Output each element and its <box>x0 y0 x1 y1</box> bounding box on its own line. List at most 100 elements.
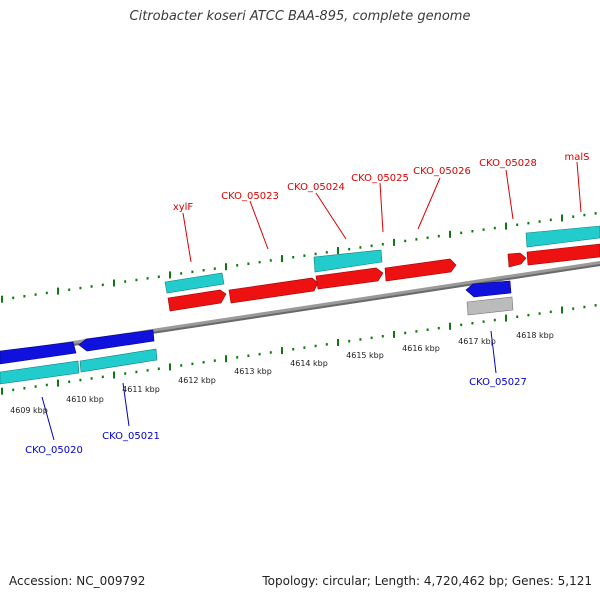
scale-tick <box>370 336 373 340</box>
gene-label-cko-05021[interactable]: CKO_05021 <box>102 431 160 442</box>
forward-gene-cko-05024[interactable] <box>315 267 384 290</box>
scale-tick <box>325 343 328 346</box>
genome-title: Citrobacter koseri ATCC BAA-895, complet… <box>129 9 471 24</box>
scale-tick <box>191 362 194 366</box>
scale-tick <box>482 228 485 231</box>
reverse-gene-cko-05027[interactable] <box>465 280 512 298</box>
gene-label-cko-05023[interactable]: CKO_05023 <box>221 191 279 202</box>
scale-tick <box>348 339 351 343</box>
scale-tick <box>303 346 306 349</box>
gene-label-cko-05028[interactable]: CKO_05028 <box>479 158 537 169</box>
gene-label-mals[interactable]: malS <box>565 152 590 163</box>
reverse-features <box>0 280 514 385</box>
forward-features <box>164 225 600 312</box>
scale-tick <box>101 283 104 287</box>
accession-label: Accession: NC_009792 <box>9 574 146 588</box>
scale-tick <box>404 239 407 243</box>
scale-tick <box>460 323 463 327</box>
reverse-labels: CKO_05020 CKO_05021 CKO_05027 <box>25 330 527 456</box>
scale-tick <box>180 272 183 275</box>
scale-tick <box>124 280 127 283</box>
scale-tick <box>146 369 149 372</box>
scale-tick <box>236 264 239 267</box>
scale-tick <box>437 326 440 330</box>
scale-tick <box>561 306 563 314</box>
reverse-pseudo-cko-05027[interactable] <box>466 296 514 316</box>
scale-tick <box>157 367 160 370</box>
position-label: 4609 kbp <box>10 406 48 415</box>
scale-tick <box>23 387 26 390</box>
scale-tick <box>549 310 552 314</box>
scale-tick <box>538 220 541 223</box>
scale-tick <box>561 214 563 222</box>
forward-gene-cko-05026[interactable] <box>384 258 457 282</box>
scale-tick <box>135 278 138 282</box>
lower-tick-track <box>1 304 597 395</box>
forward-cds-cko-05024[interactable] <box>313 249 383 273</box>
scale-tick <box>68 380 71 383</box>
position-label: 4611 kbp <box>122 385 160 394</box>
scale-tick <box>101 375 104 379</box>
scale-tick <box>124 372 127 375</box>
scale-tick <box>393 238 395 246</box>
scale-tick <box>303 254 306 257</box>
scale-tick <box>437 234 440 238</box>
scale-tick <box>493 226 496 230</box>
scale-tick <box>538 312 541 315</box>
scale-tick <box>393 330 395 338</box>
gene-label-cko-05027[interactable]: CKO_05027 <box>469 377 527 388</box>
scale-tick <box>527 221 530 225</box>
scale-tick <box>281 255 283 263</box>
scale-tick <box>202 269 205 272</box>
scale-tick <box>426 236 429 239</box>
scale-tick <box>381 335 384 338</box>
scale-tick <box>113 279 115 287</box>
scale-tick <box>527 313 530 317</box>
scale-tick <box>202 361 205 364</box>
scale-tick <box>572 215 575 218</box>
scale-tick <box>337 339 339 346</box>
forward-gene-cko-05023[interactable] <box>228 277 319 304</box>
forward-gene-xylF[interactable] <box>167 289 227 312</box>
scale-tick <box>247 262 250 265</box>
position-label: 4618 kbp <box>516 331 554 340</box>
scale-tick <box>258 352 261 356</box>
reverse-cds-cko-05020[interactable] <box>0 360 80 385</box>
gene-label-xylF[interactable]: xylF <box>173 202 194 213</box>
scale-tick <box>314 344 317 348</box>
scale-tick <box>57 379 59 387</box>
scale-tick <box>90 285 93 288</box>
scale-tick <box>460 231 463 235</box>
scale-tick <box>415 238 418 241</box>
forward-cds-xylF[interactable] <box>164 272 225 294</box>
gene-label-cko-05025[interactable]: CKO_05025 <box>351 173 409 184</box>
scale-tick <box>113 371 115 379</box>
scale-tick <box>225 263 227 271</box>
position-label: 4613 kbp <box>234 367 272 376</box>
forward-gene-cko-05028[interactable] <box>507 252 527 268</box>
gene-label-cko-05024[interactable]: CKO_05024 <box>287 182 345 193</box>
gene-label-cko-05026[interactable]: CKO_05026 <box>413 166 471 177</box>
reverse-gene-cko-05021[interactable] <box>78 329 155 352</box>
reverse-cds-cko-05021[interactable] <box>79 348 158 373</box>
scale-tick <box>34 293 37 296</box>
reverse-gene-cko-05020[interactable] <box>0 341 77 365</box>
scale-tick <box>191 270 194 274</box>
forward-cds-mals[interactable] <box>525 225 600 248</box>
scale-tick <box>269 351 272 354</box>
scale-tick <box>45 383 48 387</box>
scale-tick <box>213 359 216 362</box>
scale-tick <box>471 322 474 325</box>
scale-tick <box>348 247 351 251</box>
gene-label-cko-05020[interactable]: CKO_05020 <box>25 445 83 456</box>
scale-tick <box>471 230 474 233</box>
scale-tick <box>516 315 519 318</box>
scale-tick <box>135 370 138 374</box>
forward-gene-mals[interactable] <box>526 243 600 266</box>
scale-tick <box>45 291 48 295</box>
scale-tick <box>269 259 272 262</box>
scale-tick <box>549 218 552 222</box>
scale-tick <box>281 347 283 355</box>
scale-tick <box>404 331 407 335</box>
